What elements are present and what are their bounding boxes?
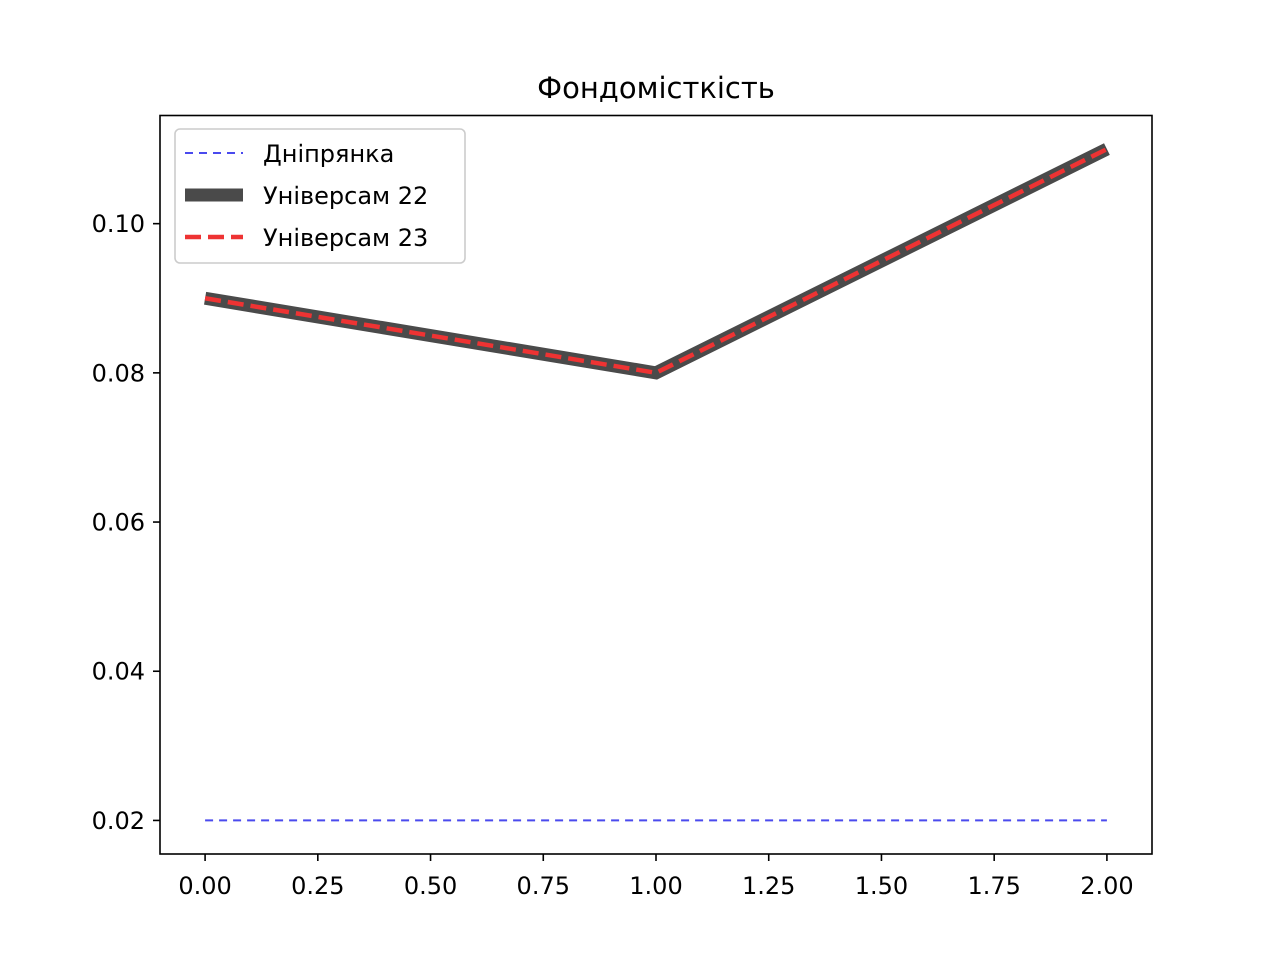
x-tick-label: 1.75: [967, 872, 1020, 900]
y-tick-label: 0.08: [92, 359, 145, 387]
x-tick-label: 0.75: [517, 872, 570, 900]
x-tick-label: 0.50: [404, 872, 457, 900]
legend: Дніпрянка Універсам 22 Універсам 23: [174, 128, 466, 264]
x-axis: 0.00 0.25 0.50 0.75 1.00 1.25 1.50 1.75 2.00: [178, 854, 1134, 900]
y-tick-label: 0.06: [92, 509, 145, 537]
plot-lines: [204, 143, 1110, 822]
x-tick-label: 1.50: [855, 872, 908, 900]
x-tick-label: 2.00: [1080, 872, 1133, 900]
legend-label-1: Дніпрянка: [263, 140, 394, 168]
legend-entries: Дніпрянка Універсам 22 Універсам 23: [185, 140, 428, 252]
y-tick-label: 0.02: [92, 807, 145, 835]
y-axis: 0.02 0.04 0.06 0.08 0.10: [92, 210, 160, 835]
x-tick-label: 1.25: [742, 872, 795, 900]
x-tick-label: 0.25: [291, 872, 344, 900]
chart-title: Фондомісткість: [537, 71, 775, 105]
legend-box: [174, 128, 466, 264]
y-tick-label: 0.10: [92, 210, 145, 238]
legend-label-2: Універсам 22: [263, 182, 428, 210]
x-tick-label: 0.00: [178, 872, 231, 900]
x-tick-label: 1.00: [629, 872, 682, 900]
y-tick-label: 0.04: [92, 658, 145, 686]
legend-label-3: Універсам 23: [263, 224, 428, 252]
series-line-3: [204, 147, 1108, 376]
